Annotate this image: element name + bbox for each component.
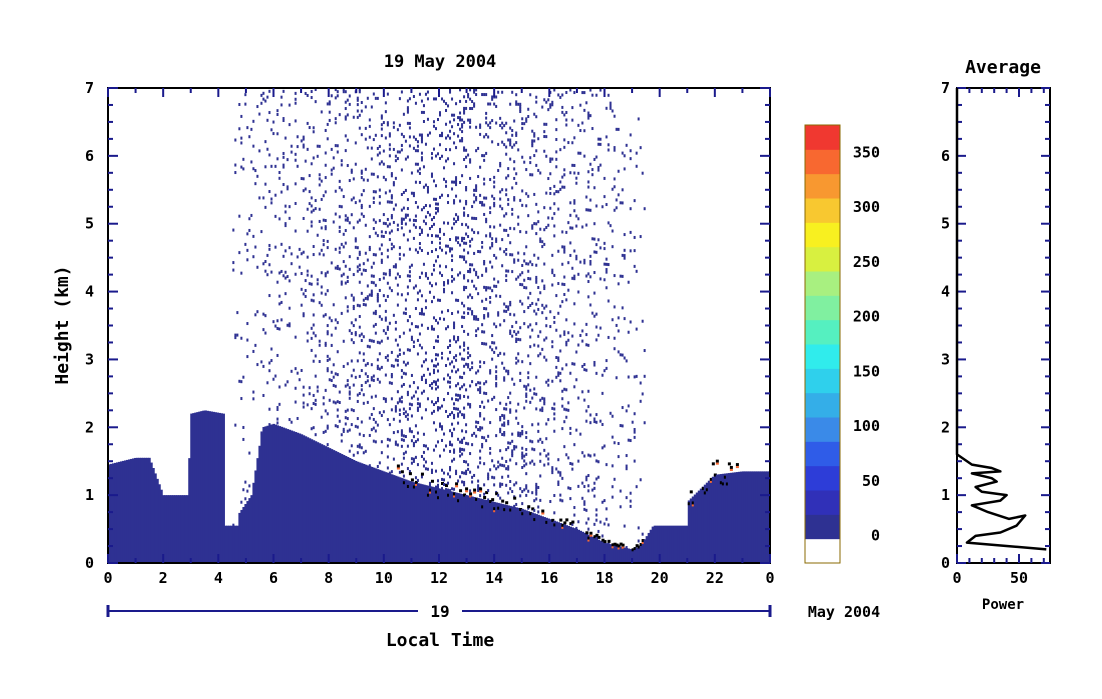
colorbar-tick-label: 100	[853, 417, 880, 435]
x-tick-label: 10	[375, 569, 393, 587]
colorbar-swatch	[805, 368, 840, 394]
profile-x-tick-label: 0	[952, 569, 961, 587]
x-tick-label: 18	[595, 569, 613, 587]
y-tick-label: 0	[85, 554, 94, 572]
chart-title: 19 May 2004	[384, 52, 497, 72]
colorbar-swatch	[805, 319, 840, 345]
profile-title: Average	[965, 57, 1041, 78]
x-tick-label: 14	[485, 569, 503, 587]
y-tick-label: 5	[85, 215, 94, 233]
colorbar-swatch	[805, 125, 840, 150]
y-axis-label: Height (km)	[52, 265, 73, 384]
profile-x-tick-label: 50	[1010, 569, 1028, 587]
profile-plot-frame	[956, 87, 1051, 564]
x-tick-label: 16	[540, 569, 558, 587]
y-tick-label: 1	[85, 486, 94, 504]
profile-y-tick-label: 6	[941, 147, 950, 165]
colorbar-swatch	[805, 490, 840, 515]
y-tick-label: 7	[85, 79, 94, 97]
colorbar-tick-label: 250	[853, 253, 880, 271]
colorbar-swatch	[805, 514, 840, 540]
colorbar-tick-label: 350	[853, 143, 880, 161]
profile-x-label: Power	[982, 597, 1024, 613]
date-bar-day: 19	[430, 602, 449, 621]
heatmap-data	[108, 88, 771, 563]
colorbar-swatch	[805, 149, 840, 175]
profile-series-line	[955, 88, 1047, 551]
colorbar-tick-label: 300	[853, 198, 880, 216]
y-tick-label: 4	[85, 283, 94, 301]
colorbar-swatch	[805, 198, 840, 223]
colorbar: 0 50 100 150 200 250 300 350	[804, 124, 880, 564]
x-tick-label: 0	[103, 569, 112, 587]
colorbar-tick-label: 150	[853, 362, 880, 380]
colorbar-swatch	[805, 417, 840, 442]
y-tick-label: 2	[85, 418, 94, 436]
colorbar-swatch	[805, 222, 840, 248]
profile-y-tick-label: 5	[941, 215, 950, 233]
profile-y-tick-label: 4	[941, 283, 950, 301]
x-tick-label: 0	[765, 569, 774, 587]
x-axis-label: Local Time	[386, 630, 495, 651]
colorbar-swatch	[805, 344, 840, 369]
profile-y-tick-label: 0	[941, 554, 950, 572]
profile-y-tick-label: 2	[941, 418, 950, 436]
y-tick-label: 3	[85, 350, 94, 368]
colorbar-tick-label: 50	[862, 472, 880, 490]
profile-y-tick-label: 7	[941, 79, 950, 97]
colorbar-swatch	[805, 295, 840, 321]
colorbar-swatch	[805, 392, 840, 418]
colorbar-swatch	[805, 465, 840, 491]
colorbar-swatch	[805, 271, 840, 296]
colorbar-swatch	[805, 173, 840, 199]
x-tick-label: 22	[706, 569, 724, 587]
colorbar-tick-label: 200	[853, 308, 880, 326]
x-tick-label: 12	[430, 569, 448, 587]
x-tick-label: 20	[651, 569, 669, 587]
colorbar-swatch	[805, 441, 840, 467]
x-tick-label: 6	[269, 569, 278, 587]
colorbar-tick-label: 0	[871, 527, 880, 545]
profile-y-tick-label: 3	[941, 350, 950, 368]
x-tick-label: 8	[324, 569, 333, 587]
x-tick-label: 4	[214, 569, 223, 587]
x-tick-label: 2	[159, 569, 168, 587]
date-bar-month: May 2004	[808, 603, 880, 621]
colorbar-swatch	[805, 538, 840, 564]
profile-y-tick-label: 1	[941, 486, 950, 504]
y-tick-label: 6	[85, 147, 94, 165]
date-bar: 19 May 2004	[106, 602, 880, 621]
colorbar-swatch	[805, 246, 840, 272]
